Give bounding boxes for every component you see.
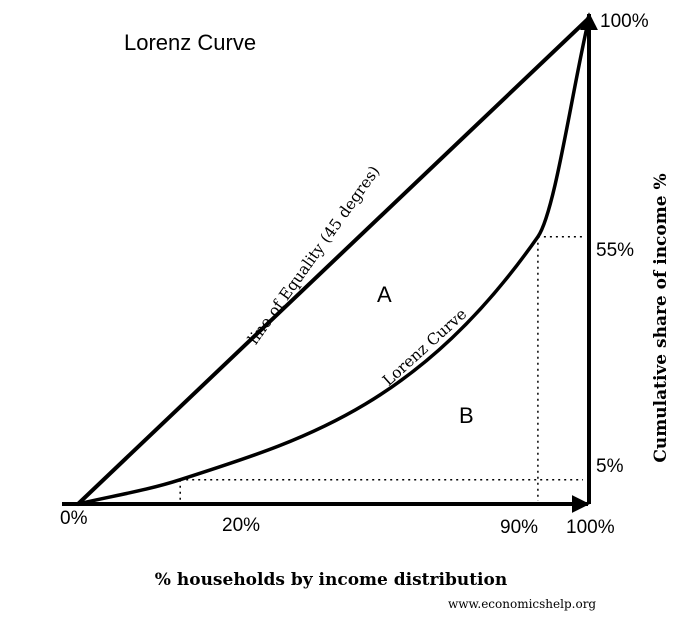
equality-line [76,16,591,506]
equality-line-label: line of Equality (45 degres) [244,163,383,348]
region-b-label: B [459,403,474,428]
x-tick-20: 20% [222,515,260,536]
y-tick-55: 55% [596,240,634,261]
lorenz-curve [76,16,591,506]
y-tick-5: 5% [596,456,624,477]
lorenz-curve-label: Lorenz Curve [379,305,470,390]
x-tick-origin: 0% [60,508,88,529]
x-tick-90: 90% [500,517,538,538]
y-axis-title: Cumulative share of income % [651,173,671,462]
source-credit: www.economicshelp.org [448,597,596,611]
diagram-title: Lorenz Curve [124,30,256,55]
region-a-label: A [377,282,392,307]
x-axis-title: % households by income distribution [155,570,507,590]
y-tick-100: 100% [600,11,649,32]
x-tick-100: 100% [566,517,615,538]
